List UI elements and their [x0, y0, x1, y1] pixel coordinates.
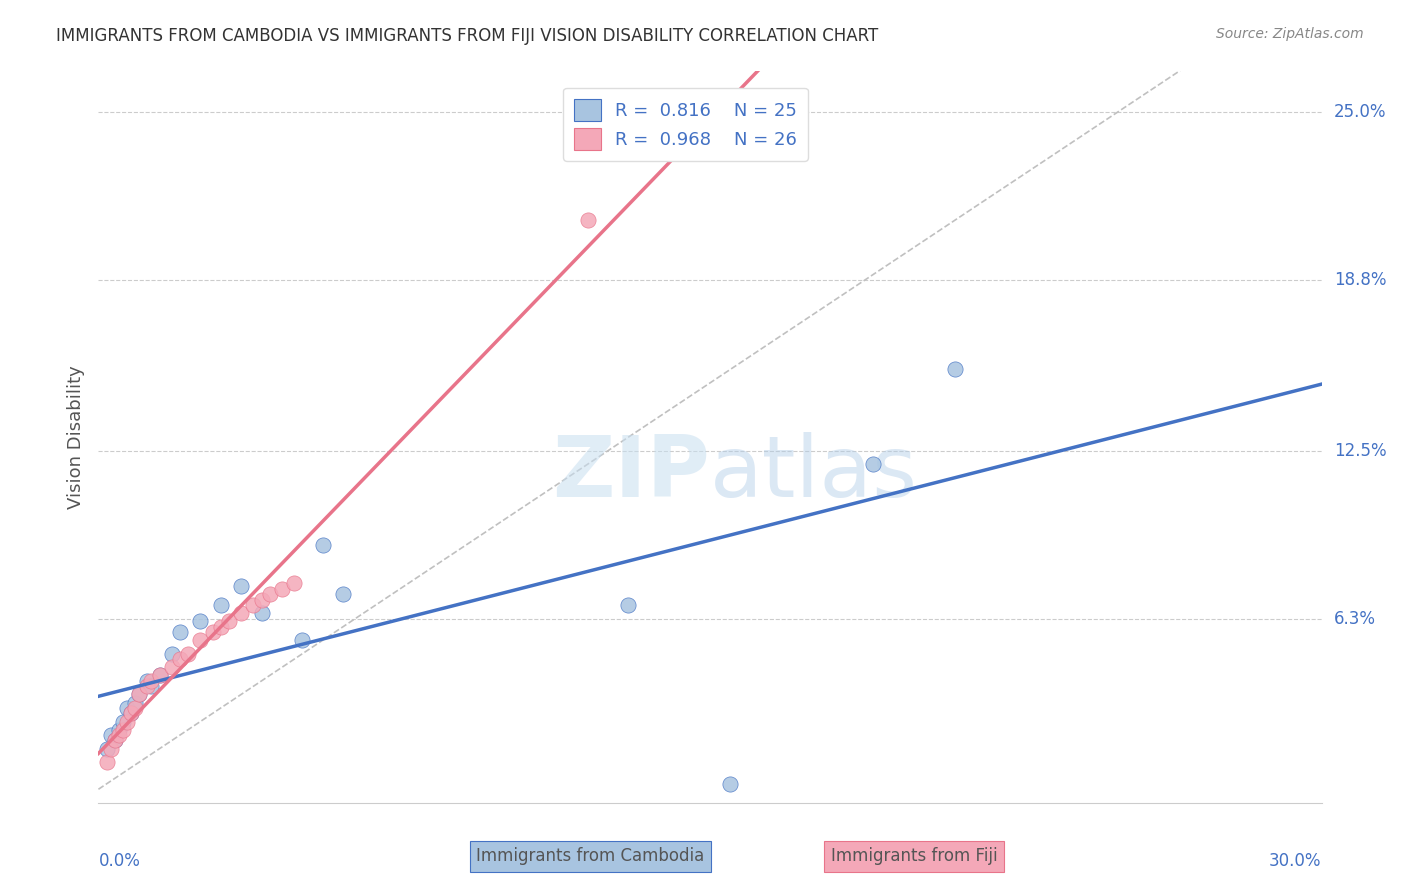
Text: 0.0%: 0.0%	[98, 852, 141, 870]
Text: 30.0%: 30.0%	[1270, 852, 1322, 870]
Point	[617, 598, 640, 612]
Point	[100, 741, 122, 756]
Text: 6.3%: 6.3%	[1334, 609, 1376, 628]
Point	[169, 625, 191, 640]
Point	[104, 733, 127, 747]
Point	[115, 701, 138, 715]
Point	[128, 688, 150, 702]
Text: ZIP: ZIP	[553, 432, 710, 516]
Point	[111, 714, 134, 729]
Text: atlas: atlas	[710, 432, 918, 516]
Point	[201, 625, 224, 640]
Point	[231, 579, 253, 593]
Point	[177, 647, 200, 661]
Point	[209, 620, 232, 634]
Point	[283, 576, 305, 591]
Point	[250, 606, 273, 620]
Point	[169, 652, 191, 666]
Point	[718, 777, 742, 791]
Point	[259, 587, 281, 601]
Point	[120, 706, 142, 721]
Point	[108, 723, 131, 737]
Point	[291, 633, 314, 648]
Point	[136, 673, 159, 688]
Text: IMMIGRANTS FROM CAMBODIA VS IMMIGRANTS FROM FIJI VISION DISABILITY CORRELATION C: IMMIGRANTS FROM CAMBODIA VS IMMIGRANTS F…	[56, 27, 879, 45]
Point	[149, 668, 172, 682]
Point	[108, 728, 131, 742]
Point	[160, 660, 183, 674]
Point	[943, 362, 966, 376]
Point	[332, 587, 354, 601]
Point	[218, 615, 240, 629]
Point	[120, 706, 142, 721]
Text: Immigrants from Fiji: Immigrants from Fiji	[831, 847, 997, 865]
Point	[312, 538, 335, 552]
Point	[141, 679, 163, 693]
Text: 18.8%: 18.8%	[1334, 271, 1386, 289]
Point	[188, 615, 212, 629]
Point	[209, 598, 232, 612]
Point	[104, 733, 127, 747]
Point	[188, 633, 212, 648]
Point	[96, 755, 118, 769]
Text: Source: ZipAtlas.com: Source: ZipAtlas.com	[1216, 27, 1364, 41]
Point	[141, 673, 163, 688]
Text: Immigrants from Cambodia: Immigrants from Cambodia	[477, 847, 704, 865]
Legend: R =  0.816    N = 25, R =  0.968    N = 26: R = 0.816 N = 25, R = 0.968 N = 26	[562, 87, 808, 161]
Text: 12.5%: 12.5%	[1334, 442, 1386, 459]
Text: 25.0%: 25.0%	[1334, 103, 1386, 121]
Point	[149, 668, 172, 682]
Point	[250, 592, 273, 607]
Point	[124, 696, 146, 710]
Point	[96, 741, 118, 756]
Point	[111, 723, 134, 737]
Point	[160, 647, 183, 661]
Point	[862, 457, 884, 471]
Point	[231, 606, 253, 620]
Point	[128, 688, 150, 702]
Point	[136, 679, 159, 693]
Point	[115, 714, 138, 729]
Point	[576, 213, 599, 227]
Point	[124, 701, 146, 715]
Point	[100, 728, 122, 742]
Point	[242, 598, 264, 612]
Y-axis label: Vision Disability: Vision Disability	[66, 365, 84, 509]
Point	[270, 582, 294, 596]
